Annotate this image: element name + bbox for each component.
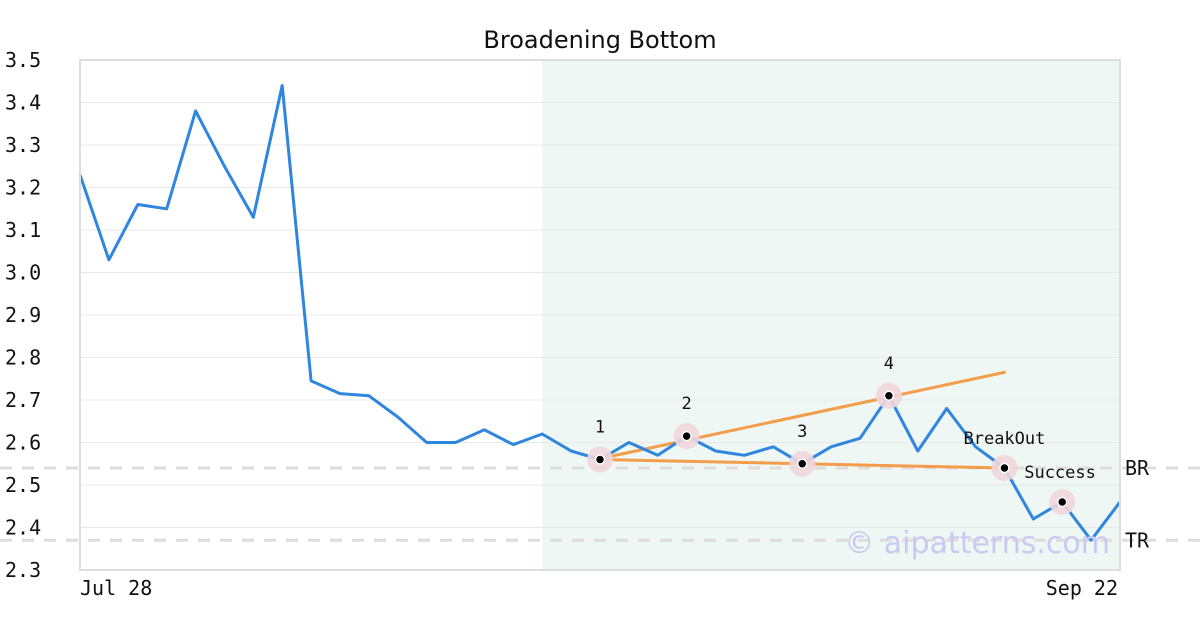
y-tick-label: 3.1 bbox=[5, 218, 41, 242]
y-tick-label: 3.3 bbox=[5, 133, 41, 157]
y-tick-label: 2.8 bbox=[5, 346, 41, 370]
y-tick-label: 2.7 bbox=[5, 388, 41, 412]
pivot-success: Success bbox=[1024, 463, 1096, 515]
y-tick-label: 2.4 bbox=[5, 516, 41, 540]
pivot-breakout: BreakOut bbox=[963, 429, 1045, 481]
plot-frame bbox=[79, 59, 1121, 571]
watermark: © aipatterns.com bbox=[844, 526, 1110, 561]
reference-label-tr: TR bbox=[1125, 528, 1150, 552]
y-tick-label: 3.4 bbox=[5, 91, 41, 115]
y-tick-label: 3.0 bbox=[5, 261, 41, 285]
x-tick-end: Sep 22 bbox=[1046, 576, 1118, 600]
y-tick-label: 3.5 bbox=[5, 48, 41, 72]
pivot-2: 2 bbox=[673, 394, 700, 450]
pivot-3: 3 bbox=[789, 422, 816, 477]
pivot-point bbox=[796, 458, 808, 469]
pivots: 1 2 3 4 BreakOut Success bbox=[587, 354, 1096, 515]
reference-label-br: BR bbox=[1125, 456, 1150, 480]
pivot-point bbox=[999, 462, 1010, 474]
pivot-label: 4 bbox=[884, 354, 894, 374]
pivot-point bbox=[1056, 496, 1068, 508]
y-tick-label: 2.3 bbox=[5, 558, 41, 582]
y-tick-label: 3.2 bbox=[5, 176, 41, 200]
y-axis-ticks: 3.5 3.4 3.3 3.2 3.1 3.0 2.9 2.8 2.7 2.6 2.5 2.4 2.3 bbox=[5, 48, 41, 582]
pivot-point bbox=[681, 430, 692, 442]
pivot-point bbox=[594, 454, 606, 465]
pivot-label: 1 bbox=[595, 418, 605, 438]
pivot-label: 2 bbox=[682, 394, 692, 414]
pivot-point bbox=[883, 390, 895, 401]
chart-title: Broadening Bottom bbox=[483, 26, 716, 54]
pivot-1: 1 bbox=[587, 418, 613, 473]
pivot-label: BreakOut bbox=[963, 429, 1045, 449]
trendline-1 bbox=[598, 370, 1006, 461]
grid bbox=[80, 102, 1120, 528]
y-tick-label: 2.9 bbox=[5, 303, 41, 327]
pivot-label: 3 bbox=[797, 422, 807, 442]
pivot-label: Success bbox=[1024, 463, 1096, 483]
x-tick-start: Jul 28 bbox=[80, 576, 152, 600]
y-tick-label: 2.5 bbox=[5, 473, 41, 497]
pivot-4: 4 bbox=[875, 354, 902, 409]
y-tick-label: 2.6 bbox=[5, 431, 41, 455]
